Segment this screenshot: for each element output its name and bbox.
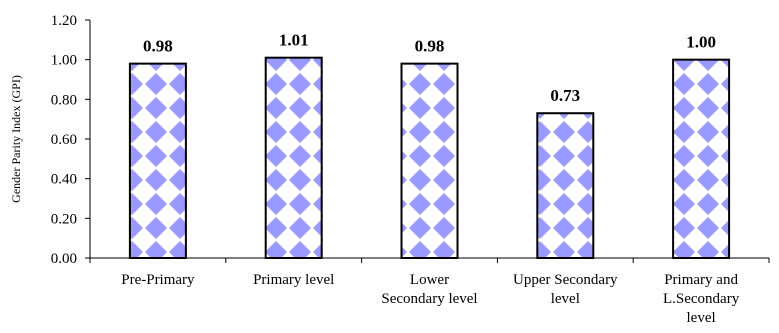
y-tick-label: 1.20 xyxy=(51,13,77,29)
data-label: 0.98 xyxy=(143,37,173,56)
bar xyxy=(400,62,459,260)
bar xyxy=(672,58,731,259)
x-tick-label: Primary and xyxy=(664,272,738,288)
y-tick-label: 0.60 xyxy=(51,132,77,148)
y-tick-label: 0.00 xyxy=(51,251,77,267)
y-tick-label: 0.80 xyxy=(51,92,77,108)
x-tick-label: level xyxy=(687,310,716,326)
plot-area: 0.00 0.20 0.40 0.60 0.80 1.00 1.20 0.98 Pre-Prim… xyxy=(51,13,770,326)
bar xyxy=(536,112,595,260)
data-label: 1.00 xyxy=(686,33,716,52)
y-tick-label: 1.00 xyxy=(51,53,77,69)
data-label: 1.01 xyxy=(279,31,309,50)
x-tick-label: Pre-Primary xyxy=(121,272,195,288)
y-tick-label: 0.40 xyxy=(51,172,77,188)
y-tick-label: 0.20 xyxy=(51,211,77,227)
data-label: 0.98 xyxy=(415,37,445,56)
bar xyxy=(264,56,323,259)
x-tick-label: Primary level xyxy=(253,272,334,288)
data-label: 0.73 xyxy=(550,86,580,105)
x-tick-label: Upper Secondary xyxy=(513,272,618,288)
x-tick-label: Secondary level xyxy=(381,291,477,307)
bar xyxy=(128,62,187,260)
x-tick-label: Lower xyxy=(410,272,449,288)
x-tick-label: L.Secondary xyxy=(663,291,740,307)
y-axis-title: Gender Parity Index (GPI) xyxy=(9,75,23,203)
x-tick-label: level xyxy=(551,291,580,307)
